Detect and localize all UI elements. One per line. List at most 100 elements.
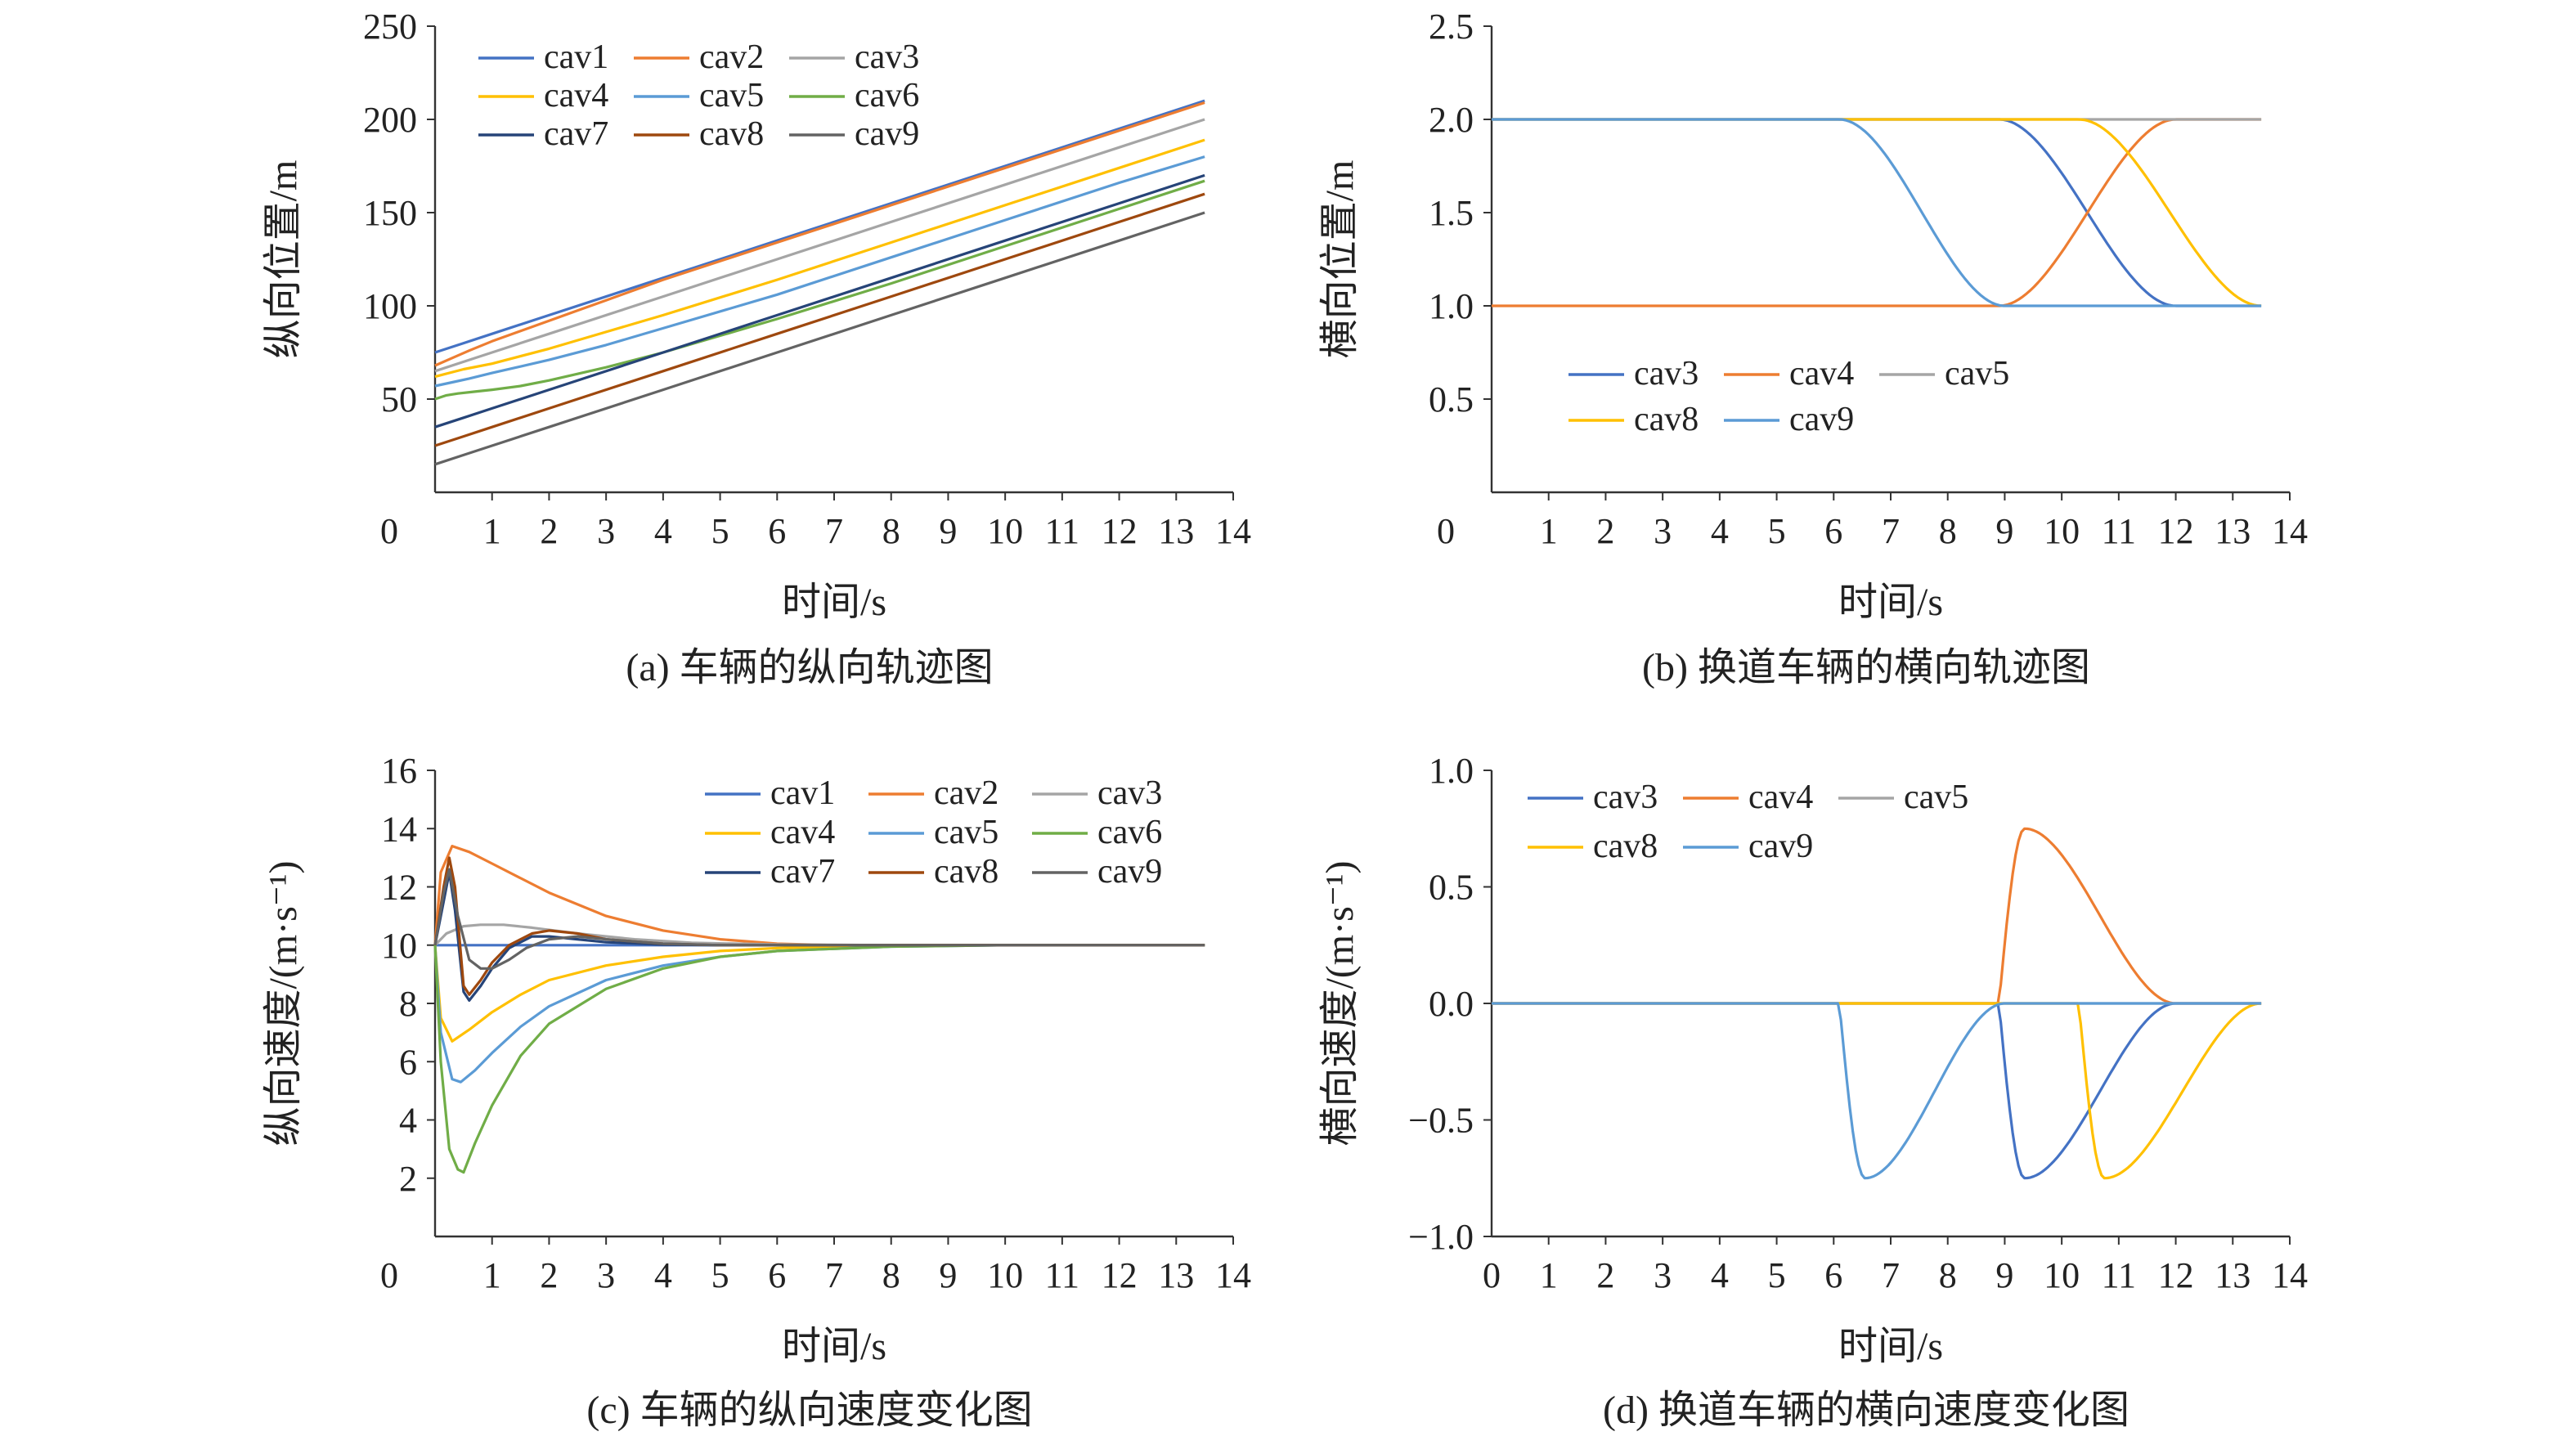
x-tick-label: 5 (711, 1255, 729, 1295)
y-tick-label: 2.0 (1429, 100, 1474, 140)
y-tick-label: 250 (363, 7, 417, 47)
x-tick-label: 13 (1158, 1255, 1194, 1295)
x-tick-label: 11 (2102, 1255, 2136, 1295)
figure-caption: (c) 车辆的纵向速度变化图 (586, 1389, 1032, 1432)
series-line-cav4 (1492, 118, 2262, 307)
series-line-cav6 (433, 944, 1205, 1174)
x-tick-label: 10 (987, 1255, 1023, 1295)
legend-label-cav6: cav6 (855, 77, 919, 114)
x-tick-label: 9 (1995, 1255, 2013, 1295)
series-line-cav9 (434, 211, 1205, 466)
legend-label-cav8: cav8 (699, 115, 764, 153)
panel-d-lateral-speed-chart: 0 1 2 3 4 5 6 7 8 9 10 11 12 13 14−1.0−0.50.00.51.0时间/… (1318, 751, 2308, 1432)
legend-label-cav9: cav9 (1097, 853, 1162, 891)
x-tick-label: 10 (2044, 1255, 2080, 1295)
legend-label-cav9: cav9 (1748, 828, 1813, 865)
x-tick-label: 12 (2158, 1255, 2194, 1295)
y-tick-label: 12 (381, 868, 417, 908)
y-axis-title: 横向速度/(m·s⁻¹) (1318, 860, 1362, 1146)
y-tick-label: 150 (363, 193, 417, 233)
x-tick-label: 4 (1711, 511, 1729, 551)
x-tick-label: 8 (882, 1255, 900, 1295)
y-tick-label: 2.5 (1429, 7, 1474, 47)
x-tick-label: 12 (1102, 1255, 1138, 1295)
legend-label-cav4: cav4 (770, 814, 835, 851)
legend: cav1 cav2 cav3 cav4 cav5 cav6 cav7 cav8 cav9 (478, 38, 919, 153)
y-tick-label: 0.0 (1429, 984, 1474, 1024)
legend-label-cav5: cav5 (1945, 355, 2009, 393)
y-axis-title: 纵向速度/(m·s⁻¹) (262, 860, 305, 1146)
x-tick-label: 0 (380, 1255, 398, 1295)
figure-caption: (b) 换道车辆的横向轨迹图 (1642, 646, 2090, 689)
x-tick-label: 5 (1768, 511, 1786, 551)
legend-label-cav4: cav4 (1789, 355, 1854, 393)
panel-a-longitudinal-position-chart: 0 1 2 3 4 5 6 7 8 9 10 11 12 13 1450100150200250时间/s纵向… (262, 7, 1251, 689)
figure-caption: (d) 换道车辆的横向速度变化图 (1603, 1389, 2129, 1432)
series-line-cav3 (434, 118, 1205, 373)
x-tick-label: 14 (1215, 511, 1251, 551)
x-axis-title: 时间/s (782, 581, 886, 624)
x-tick-label: 1 (1540, 511, 1558, 551)
series-line-cav7 (434, 173, 1205, 429)
legend-label-cav9: cav9 (1789, 401, 1854, 438)
legend-label-cav4: cav4 (544, 77, 608, 114)
x-tick-label: 4 (654, 511, 672, 551)
legend-label-cav8: cav8 (934, 853, 999, 891)
y-tick-label: 100 (363, 286, 417, 326)
x-tick-label: 7 (1882, 1255, 1900, 1295)
legend-label-cav5: cav5 (1904, 779, 1968, 816)
x-tick-label: 3 (1654, 511, 1672, 551)
y-axis-title: 纵向位置/m (262, 160, 305, 359)
legend-label-cav9: cav9 (855, 115, 919, 153)
legend-label-cav5: cav5 (699, 77, 764, 114)
series-line-cav5 (434, 155, 1205, 388)
x-tick-label: 14 (1215, 1255, 1251, 1295)
x-tick-label: 9 (1995, 511, 2013, 551)
x-tick-label: 2 (540, 1255, 558, 1295)
y-tick-label: 10 (381, 926, 417, 966)
x-tick-label: 4 (654, 1255, 672, 1295)
x-tick-label: 6 (768, 511, 786, 551)
x-tick-label: 2 (540, 511, 558, 551)
x-axis-title: 时间/s (782, 1325, 886, 1368)
x-tick-label: 1 (1540, 1255, 1558, 1295)
x-tick-label: 0 (1437, 511, 1455, 551)
legend-label-cav3: cav3 (855, 38, 919, 76)
x-tick-label: 1 (483, 511, 501, 551)
x-tick-label: 5 (1768, 1255, 1786, 1295)
series-line-cav6 (434, 179, 1205, 401)
x-tick-label: 1 (483, 1255, 501, 1295)
legend-label-cav1: cav1 (544, 38, 608, 76)
x-tick-label: 11 (1045, 511, 1079, 551)
y-tick-label: 8 (399, 984, 417, 1024)
legend-label-cav3: cav3 (1593, 779, 1658, 816)
y-tick-label: 2 (399, 1159, 417, 1199)
y-tick-label: 0.5 (1429, 379, 1474, 420)
x-tick-label: 3 (597, 1255, 615, 1295)
panel-b-lateral-position-chart: 0 1 2 3 4 5 6 7 8 9 10 11 12 13 140.51.01.52.02.5时间/s横… (1318, 7, 2308, 689)
figure-caption: (a) 车辆的纵向轨迹图 (626, 646, 993, 689)
y-tick-label: 1.0 (1429, 751, 1474, 791)
y-tick-label: 6 (399, 1042, 417, 1082)
x-tick-label: 8 (882, 511, 900, 551)
x-tick-label: 10 (987, 511, 1023, 551)
series-line-cav4 (434, 138, 1205, 379)
series-line-cav9 (1492, 1002, 2262, 1180)
x-tick-label: 9 (939, 511, 957, 551)
x-tick-label: 3 (597, 511, 615, 551)
x-tick-label: 2 (1596, 511, 1614, 551)
series-line-cav9 (1492, 118, 2262, 307)
legend-label-cav4: cav4 (1748, 779, 1813, 816)
legend-label-cav3: cav3 (1097, 774, 1162, 812)
x-tick-label: 0 (1483, 1255, 1501, 1295)
x-tick-label: 13 (2215, 511, 2251, 551)
x-tick-label: 13 (2215, 1255, 2251, 1295)
y-tick-label: 4 (399, 1101, 417, 1141)
legend-label-cav2: cav2 (699, 38, 764, 76)
legend-label-cav5: cav5 (934, 814, 999, 851)
x-tick-label: 0 (380, 511, 398, 551)
y-tick-label: 1.0 (1429, 286, 1474, 326)
series-line-cav2 (434, 101, 1205, 367)
x-tick-label: 5 (711, 511, 729, 551)
